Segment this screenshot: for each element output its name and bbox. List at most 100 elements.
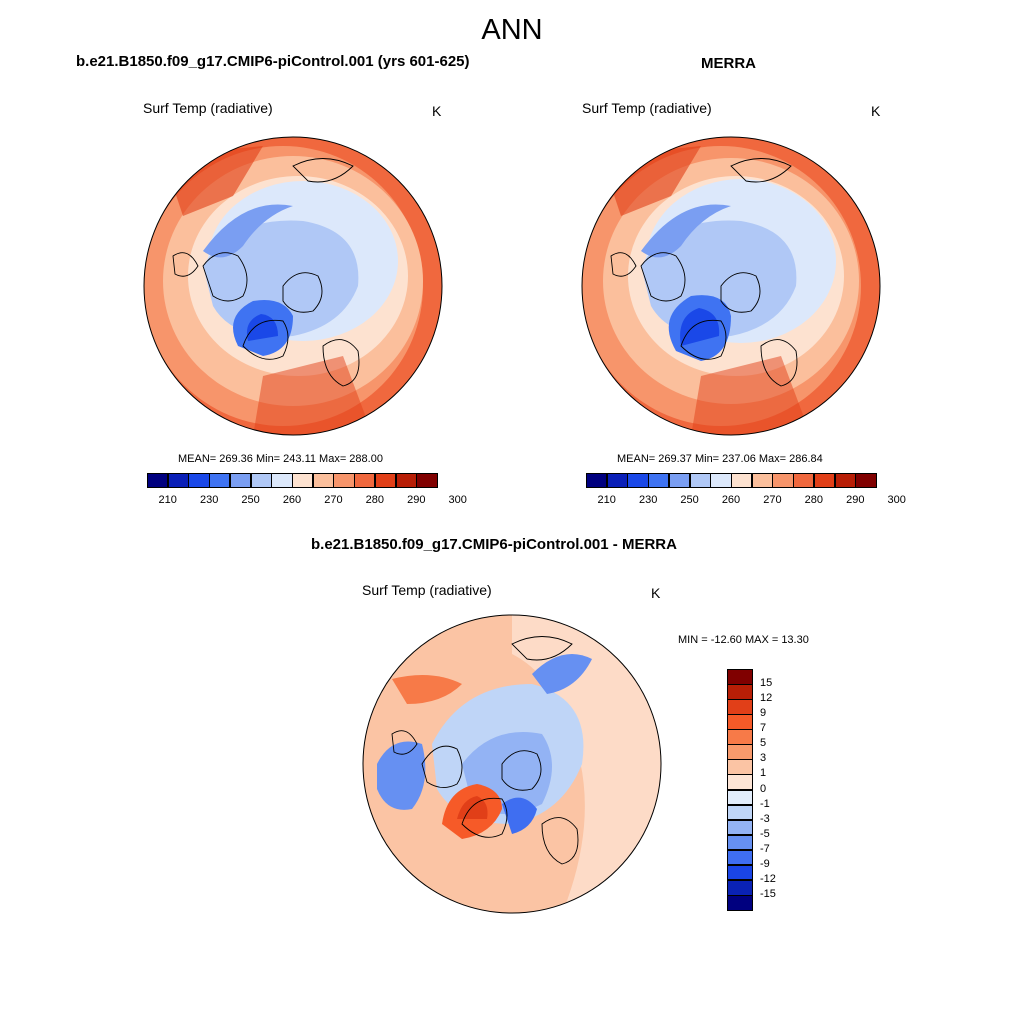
colorbar-tick-label: 12 [760, 692, 773, 705]
coastlines [172, 158, 360, 387]
model-colorbar [147, 473, 438, 488]
colorbar-tick-label: -15 [760, 887, 776, 900]
colorbar-tick-label: -12 [760, 872, 776, 885]
colorbar-tick-label: 250 [241, 494, 260, 506]
obs-colorbar [586, 473, 877, 488]
colorbar-swatch [855, 473, 877, 488]
colorbar-swatch [374, 473, 397, 488]
colorbar-tick-label: 300 [887, 494, 906, 506]
colorbar-tick-label: 210 [597, 494, 616, 506]
colorbar-tick-label: 230 [199, 494, 219, 506]
colorbar-tick-label: 280 [804, 494, 824, 506]
obs-variable-label: Surf Temp (radiative) [582, 100, 712, 116]
colorbar-tick-label: 250 [680, 494, 699, 506]
colorbar-swatch [751, 473, 774, 488]
colorbar-swatch [689, 473, 711, 488]
colorbar-swatch [668, 473, 691, 488]
colorbar-swatch [312, 473, 335, 488]
arctic-ocean-region [203, 220, 359, 337]
colorbar-swatch [834, 473, 856, 488]
warm-patch-s [691, 356, 811, 435]
colorbar-tick-label: 260 [721, 494, 741, 506]
colorbar-swatch [416, 473, 438, 488]
diff-polar-map [362, 614, 662, 914]
colorbar-swatch [250, 473, 272, 488]
colorbar-tick-label: 280 [365, 494, 385, 506]
colorbar-tick-label: 260 [282, 494, 302, 506]
colorbar-swatch [727, 849, 753, 866]
colorbar-tick-label: 290 [846, 494, 865, 506]
colorbar-swatch [209, 473, 231, 488]
colorbar-swatch [727, 864, 753, 881]
map-boundary [143, 136, 443, 436]
colorbar-swatch [727, 669, 753, 685]
colorbar-tick-label: -7 [760, 842, 770, 855]
colorbar-swatch [271, 473, 293, 488]
colorbar-tick-label: 7 [760, 722, 767, 735]
colorbar-swatch [772, 473, 794, 488]
colorbar-tick-label: 270 [763, 494, 782, 506]
colorbar-tick-label: -9 [760, 857, 770, 870]
diff-colorbar-labels: 15 12 9 7 5 3 1 0 -1 -3 -5 -7 -9 -12 -15 [760, 669, 800, 910]
alaska-warm-patch [392, 675, 462, 704]
colorbar-tick-label: 210 [158, 494, 177, 506]
colorbar-swatch [727, 879, 753, 896]
colorbar-swatch [648, 473, 670, 488]
colorbar-tick-label: 9 [760, 707, 767, 720]
colorbar-swatch [793, 473, 815, 488]
colorbar-tick-label: 1 [760, 767, 767, 780]
colorbar-swatch [727, 714, 753, 730]
colorbar-swatch [292, 473, 314, 488]
colorbar-swatch [727, 759, 753, 776]
page-title: ANN [481, 14, 543, 46]
west-cool-region [377, 741, 426, 810]
colorbar-swatch [229, 473, 252, 488]
colorbar-swatch [627, 473, 649, 488]
obs-case-title: MERRA [701, 55, 756, 72]
archipelago-region [641, 204, 731, 258]
colorbar-swatch [727, 684, 753, 700]
map-boundary [362, 614, 662, 914]
obs-colorbar-labels: 210 230 250 260 270 280 290 300 [586, 494, 906, 508]
colorbar-tick-label: 230 [638, 494, 658, 506]
colorbar-swatch [727, 699, 753, 715]
obs-stats: MEAN= 269.37 Min= 237.06 Max= 286.84 [617, 453, 823, 465]
colorbar-swatch [606, 473, 629, 488]
greenland-warm-core [457, 796, 488, 819]
diff-variable-label: Surf Temp (radiative) [362, 582, 492, 598]
colorbar-swatch [147, 473, 169, 488]
colorbar-swatch [710, 473, 732, 488]
colorbar-tick-label: 15 [760, 677, 773, 690]
colorbar-tick-label: 300 [448, 494, 467, 506]
diff-case-title: b.e21.B1850.f09_g17.CMIP6-piControl.001 … [311, 536, 677, 553]
archipelago-region [203, 204, 293, 258]
colorbar-swatch [727, 789, 753, 806]
colorbar-swatch [354, 473, 376, 488]
colorbar-swatch [727, 774, 753, 791]
model-case-title: b.e21.B1850.f09_g17.CMIP6-piControl.001 … [76, 53, 470, 70]
model-units-label: K [432, 103, 442, 119]
model-variable-label: Surf Temp (radiative) [143, 100, 273, 116]
colorbar-swatch [586, 473, 608, 488]
colorbar-tick-label: 3 [760, 752, 767, 765]
coastlines [391, 636, 579, 865]
obs-units-label: K [871, 103, 881, 119]
model-stats: MEAN= 269.36 Min= 243.11 Max= 288.00 [178, 453, 383, 465]
colorbar-tick-label: 5 [760, 737, 767, 750]
colorbar-swatch [727, 744, 753, 760]
barents-cold-region [502, 797, 537, 834]
siberia-cold-patch [532, 654, 592, 694]
coastlines [610, 158, 798, 387]
colorbar-swatch [731, 473, 753, 488]
map-boundary [581, 136, 881, 436]
diff-units-label: K [651, 585, 661, 601]
colorbar-tick-label: 270 [324, 494, 343, 506]
model-polar-map [143, 136, 443, 436]
neutral-sector [512, 615, 661, 913]
colorbar-swatch [333, 473, 355, 488]
colorbar-swatch [188, 473, 210, 488]
colorbar-swatch [727, 894, 753, 911]
colorbar-swatch [167, 473, 190, 488]
warm-patch-s [253, 356, 373, 435]
colorbar-swatch [727, 819, 753, 836]
